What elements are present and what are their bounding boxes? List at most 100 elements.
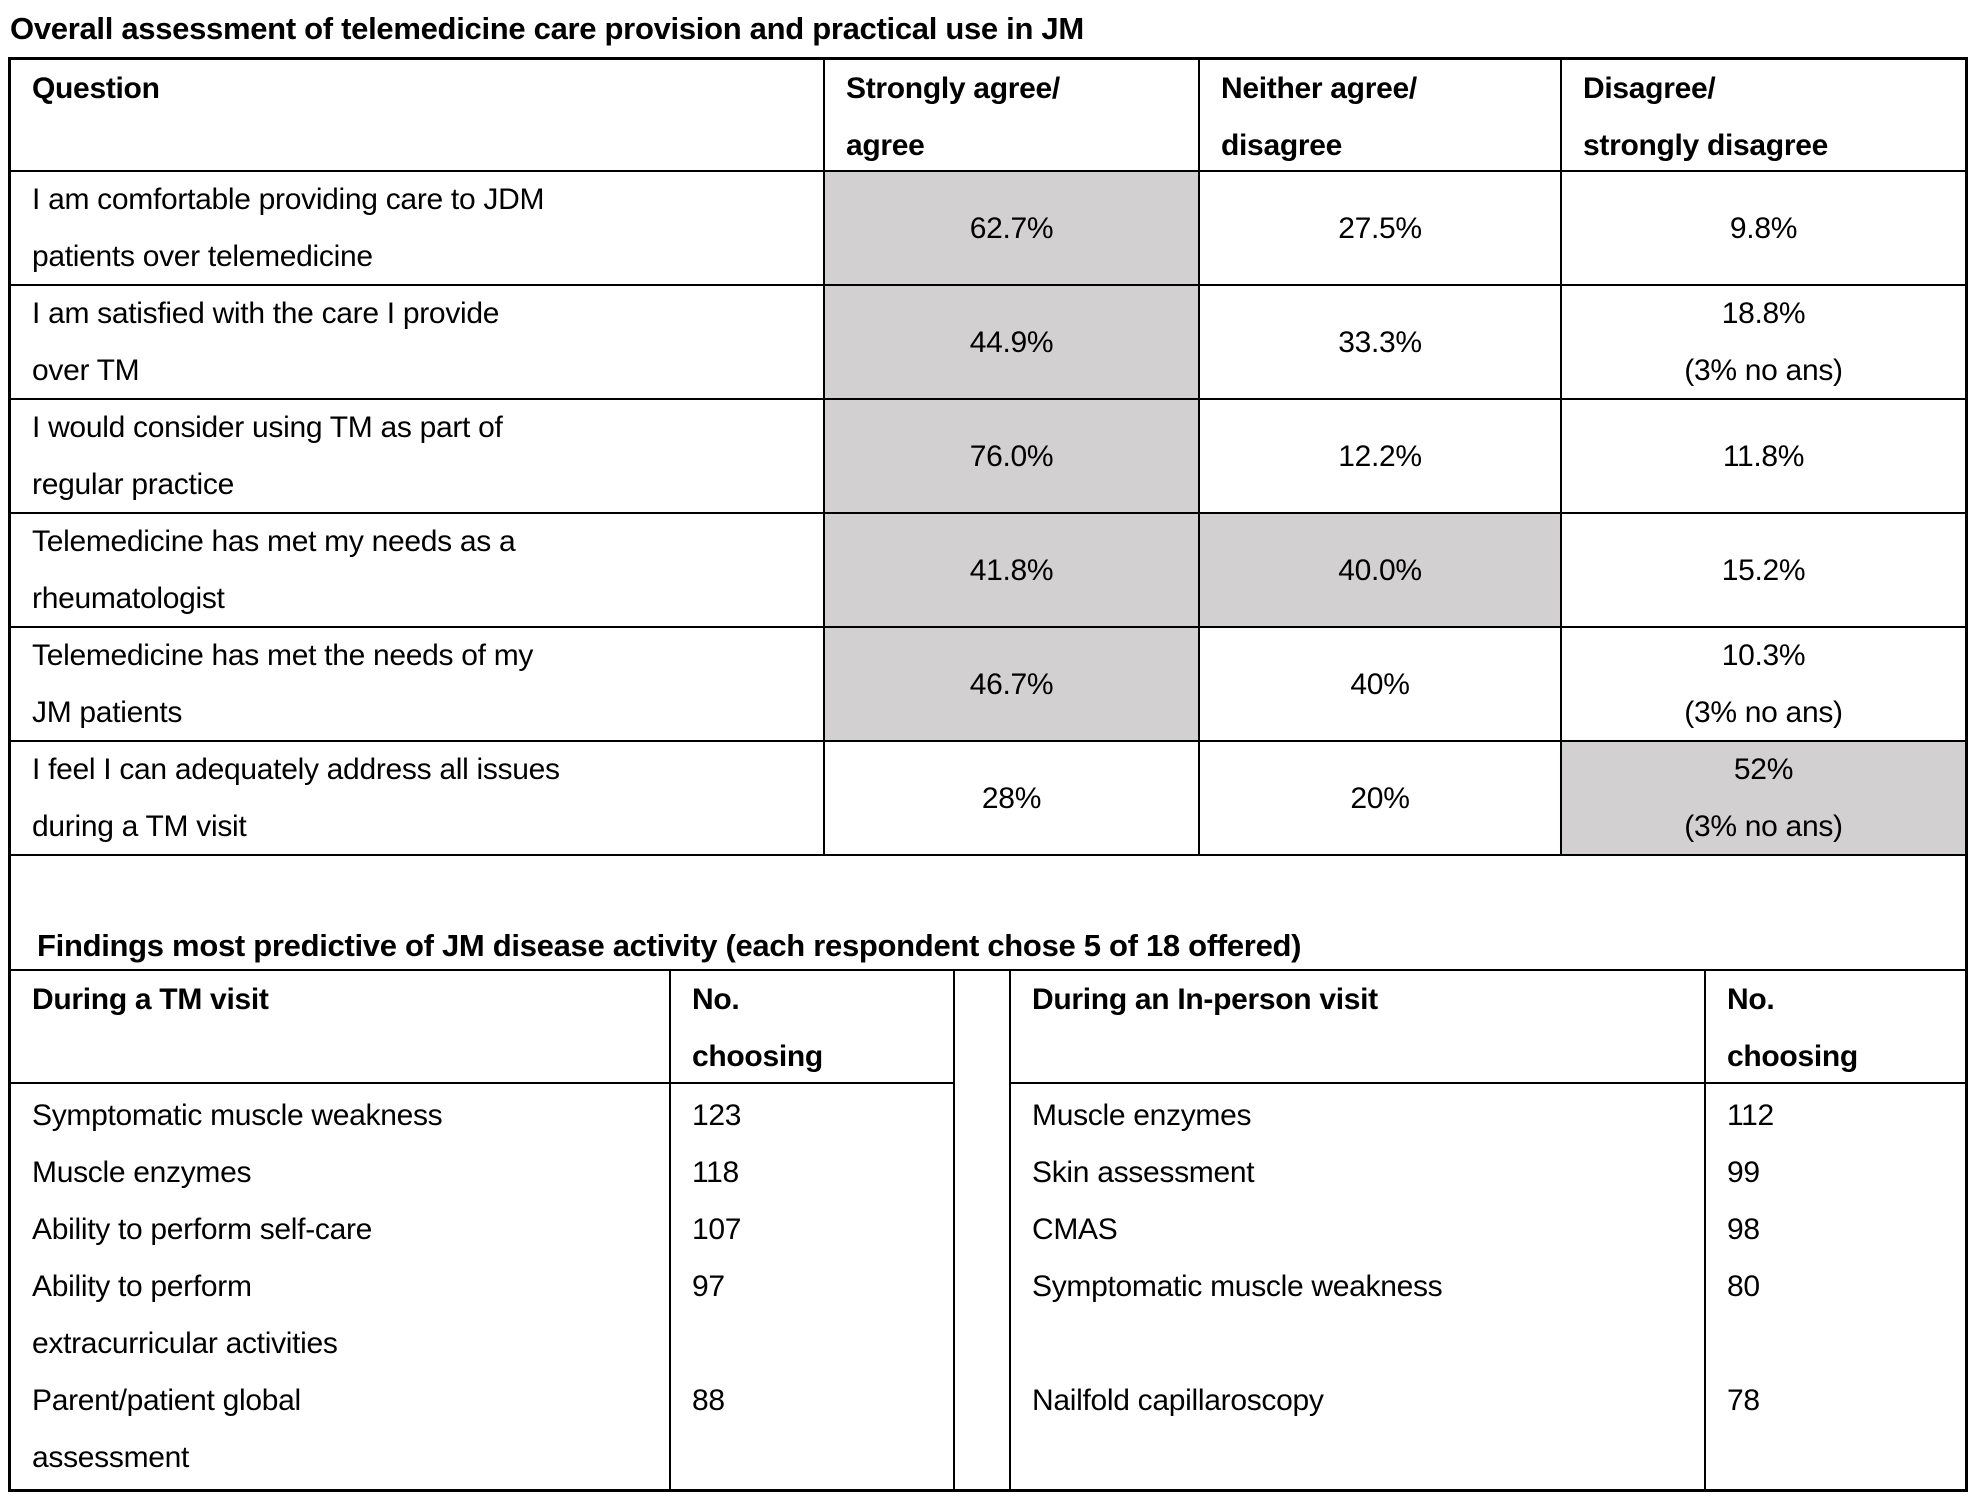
text-line: (3% no ans) [1684,696,1843,729]
text-line: I am comfortable providing care to JDM [32,183,545,216]
text-line: JM patients [32,696,183,729]
text-line: Symptomatic muscle weakness [1032,1270,1443,1303]
assessment-header-cell: Question [11,60,823,172]
text-line: 52% [1733,753,1794,786]
text-line: Strongly agree/ [846,72,1060,105]
text-line: Question [32,72,160,105]
text-line: During an In-person visit [1032,983,1378,1016]
text-line: Neither agree/ [1221,72,1417,105]
text-line: 98 [1727,1213,1760,1246]
value-cell: 18.8% (3% no ans) [1560,286,1965,400]
value-cell: 33.3% [1198,286,1560,400]
value-cell: 62.7% [823,172,1198,286]
tm-visit-header-cell: During a TM visit [11,971,671,1084]
text-line: Skin assessment [1032,1156,1255,1189]
text-line: 11.8% [1722,439,1805,473]
assessment-table-title: Overall assessment of telemedicine care … [10,11,1084,46]
value-cell: 15.2% [1560,514,1965,628]
text-line: 41.8% [969,553,1054,587]
question-cell: I feel I can adequately address all issu… [11,742,823,856]
in-person-header-cell: During an In-person visit [1011,971,1706,1084]
text-line: 33.3% [1338,325,1422,359]
text-line: Muscle enzymes [32,1156,252,1189]
text-line: Disagree/ [1583,72,1716,105]
assessment-header-cell: Strongly agree/agree [823,60,1198,172]
text-line: 112 [1727,1099,1774,1132]
text-line: I would consider using TM as part of [32,411,503,444]
text-line: disagree [1221,129,1342,162]
value-cell: 11.8% [1560,400,1965,514]
text-line: Ability to perform [32,1270,252,1303]
value-cell: 44.9% [823,286,1198,400]
question-cell: Telemedicine has met the needs of my JM p… [11,628,823,742]
text-line: extracurricular activities [32,1327,338,1360]
text-line: patients over telemedicine [32,240,373,273]
text-line: 99 [1727,1156,1760,1189]
value-cell: 41.8% [823,514,1198,628]
value-cell: 10.3% (3% no ans) [1560,628,1965,742]
text-line: During a TM visit [32,983,269,1016]
question-cell: I am comfortable providing care to JDM pa… [11,172,823,286]
text-line [692,1429,953,1486]
text-line: regular practice [32,468,234,501]
text-line: 123 [692,1099,742,1132]
text-line [692,1315,953,1372]
text-line: Telemedicine has met the needs of my [32,639,534,672]
in-person-findings-cell: Muscle enzymes Skin assessment CMAS Symptom… [1011,1084,1706,1489]
assessment-header-cell: Neither agree/disagree [1198,60,1560,172]
in-person-counts-cell: 112 99 98 80 78 [1706,1084,1965,1489]
value-cell: 20% [1198,742,1560,856]
in-person-count-header-cell: No. choosing [1706,971,1965,1084]
text-line: choosing [1727,1040,1858,1073]
text-line: No. [692,983,740,1016]
value-cell: 40.0% [1198,514,1560,628]
question-cell: Telemedicine has met my needs as a rheuma… [11,514,823,628]
text-line: Symptomatic muscle weakness [32,1099,443,1132]
tm-count-header-cell: No. choosing [671,971,955,1084]
text-line: Nailfold capillaroscopy [1032,1384,1324,1417]
text-line: No. [1727,983,1775,1016]
question-cell: I would consider using TM as part of regu… [11,400,823,514]
text-line: 12.2% [1338,439,1422,473]
text-line: 10.3% [1721,639,1806,672]
text-line: rheumatologist [32,582,225,615]
text-line: 15.2% [1721,553,1806,587]
value-cell: 52% (3% no ans) [1560,742,1965,856]
text-line [1727,1315,1965,1372]
value-cell: 76.0% [823,400,1198,514]
findings-heading: Findings most predictive of JM disease a… [11,856,1965,971]
assessment-table: Question Strongly agree/agree Neither agre… [11,60,1965,856]
text-line [1032,1315,1704,1372]
text-line: 78 [1727,1384,1760,1417]
text-line: 27.5% [1338,211,1422,245]
text-line: Parent/patient global [32,1384,301,1417]
text-line: 40% [1350,667,1410,701]
text-line: 20% [1350,781,1410,815]
text-line: 9.8% [1729,211,1798,245]
value-cell: 9.8% [1560,172,1965,286]
text-line: 76.0% [969,439,1054,473]
text-line: 44.9% [969,325,1054,359]
text-line: assessment [32,1441,190,1474]
text-line: Telemedicine has met my needs as a [32,525,516,558]
text-line: 88 [692,1384,725,1417]
value-cell: 12.2% [1198,400,1560,514]
text-line: (3% no ans) [1684,810,1843,843]
text-line: agree [846,129,925,162]
value-cell: 46.7% [823,628,1198,742]
assessment-header-cell: Disagree/strongly disagree [1560,60,1965,172]
text-line: I am satisfied with the care I provide [32,297,500,330]
text-line: 62.7% [969,211,1054,245]
text-line: 80 [1727,1270,1760,1303]
text-line: 97 [692,1270,725,1303]
text-line: over TM [32,354,140,387]
text-line: Muscle enzymes [1032,1099,1252,1132]
findings-tables: During a TM visit No. choosing During an In… [11,971,1965,1489]
text-line: choosing [692,1040,823,1073]
text-line: 40.0% [1338,553,1422,587]
text-line: strongly disagree [1583,129,1828,162]
value-cell: 40% [1198,628,1560,742]
value-cell: 27.5% [1198,172,1560,286]
